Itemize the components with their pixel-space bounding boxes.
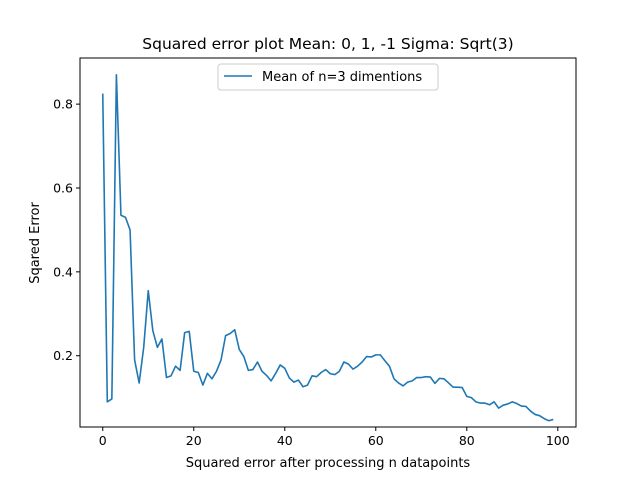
series-line: [101, 73, 554, 422]
y-tick-label: 0.8: [53, 97, 73, 112]
y-tick-label: 0.2: [53, 348, 73, 363]
x-tick-label: 60: [368, 433, 384, 448]
series-layer: [101, 73, 554, 422]
legend: Mean of n=3 dimentions: [217, 63, 439, 91]
y-tick-label: 0.6: [53, 180, 73, 195]
x-tick-label: 100: [546, 433, 570, 448]
y-axis-label: Sqared Error: [28, 202, 43, 284]
x-axis-ticks: 0 20 40 60 80 100: [99, 427, 570, 448]
x-tick-label: 40: [277, 433, 293, 448]
plot-frame: [79, 57, 577, 428]
x-tick-label: 20: [186, 433, 202, 448]
chart-title: Squared error plot Mean: 0, 1, -1 Sigma:…: [142, 35, 513, 53]
y-axis-label-group: Sqared Error: [28, 202, 43, 284]
x-tick-label: 0: [99, 433, 107, 448]
x-axis-label: Squared error after processing n datapoi…: [186, 456, 471, 471]
y-tick-label: 0.4: [53, 264, 73, 279]
legend-entry-label: Mean of n=3 dimentions: [262, 70, 422, 85]
y-axis-ticks: 0.2 0.4 0.6 0.8: [53, 97, 80, 363]
legend-box: [217, 63, 439, 91]
x-tick-label: 80: [459, 433, 475, 448]
